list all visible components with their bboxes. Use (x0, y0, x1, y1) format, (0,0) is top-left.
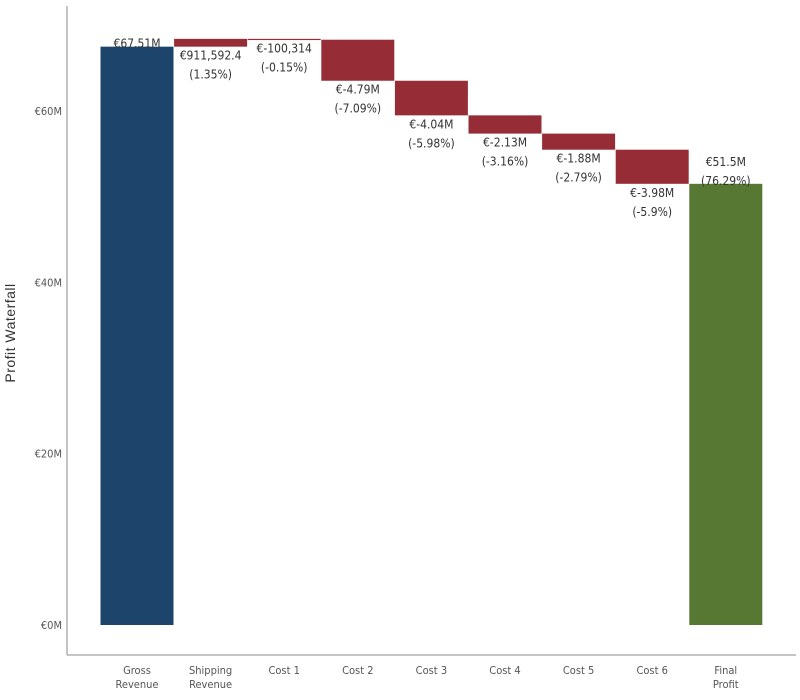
waterfall-bars (100, 38, 763, 626)
bar-value-labels: €67.51M €911,592.4 (1.35%) €-100,314 (-0.15%… (113, 37, 750, 219)
x-category-label: Gross (123, 664, 151, 677)
waterfall-bar (394, 80, 468, 116)
y-tick-label: €40M (35, 276, 62, 289)
bar-percent-label: (76.29%) (701, 174, 751, 188)
x-category-label: Cost 1 (268, 664, 299, 677)
bar-percent-label: (-7.09%) (334, 102, 381, 116)
bar-value-label: €-4.04M (409, 117, 453, 131)
bar-value-label: €51.5M (706, 155, 746, 169)
waterfall-bar (689, 183, 763, 626)
bar-value-label: €-2.13M (483, 136, 527, 150)
bar-value-label: €-100,314 (256, 42, 312, 56)
x-category-label: Revenue (189, 678, 232, 691)
y-tick-labels: €0M €20M €40M €60M (35, 105, 62, 632)
waterfall-bar (468, 115, 542, 134)
x-category-label: Cost 6 (636, 664, 667, 677)
bar-value-label: €-1.88M (557, 152, 601, 166)
chart-axes (66, 6, 796, 656)
x-category-label: Cost 2 (342, 664, 373, 677)
bar-percent-label: (-5.98%) (408, 136, 455, 150)
waterfall-bar (542, 133, 616, 150)
x-category-label: Cost 3 (416, 664, 447, 677)
x-category-label: Cost 5 (563, 664, 594, 677)
waterfall-bar (247, 38, 321, 41)
waterfall-bar (615, 149, 689, 184)
bar-percent-label: (-0.15%) (261, 61, 308, 75)
bar-percent-label: (-2.79%) (555, 171, 602, 185)
bar-value-label: €67.51M (113, 37, 160, 51)
x-category-label: Revenue (115, 678, 158, 691)
waterfall-bar (174, 38, 248, 47)
x-category-label: Final (714, 664, 737, 677)
y-tick-label: €0M (41, 619, 62, 632)
x-category-label: Shipping (189, 664, 232, 677)
y-tick-label: €20M (35, 448, 62, 461)
bar-value-label: €-3.98M (630, 186, 674, 200)
x-category-label: Profit (713, 678, 739, 691)
waterfall-bar (100, 46, 174, 626)
y-axis-title: Profit Waterfall (2, 283, 18, 382)
waterfall-bar (321, 39, 395, 81)
y-tick-label: €60M (35, 105, 62, 118)
bar-percent-label: (1.35%) (189, 68, 232, 82)
bar-percent-label: (-3.16%) (482, 155, 529, 169)
bar-percent-label: (-5.9%) (632, 205, 672, 219)
bar-value-label: €-4.79M (336, 83, 380, 97)
bar-value-label: €911,592.4 (180, 49, 242, 63)
x-category-label: Cost 4 (489, 664, 520, 677)
